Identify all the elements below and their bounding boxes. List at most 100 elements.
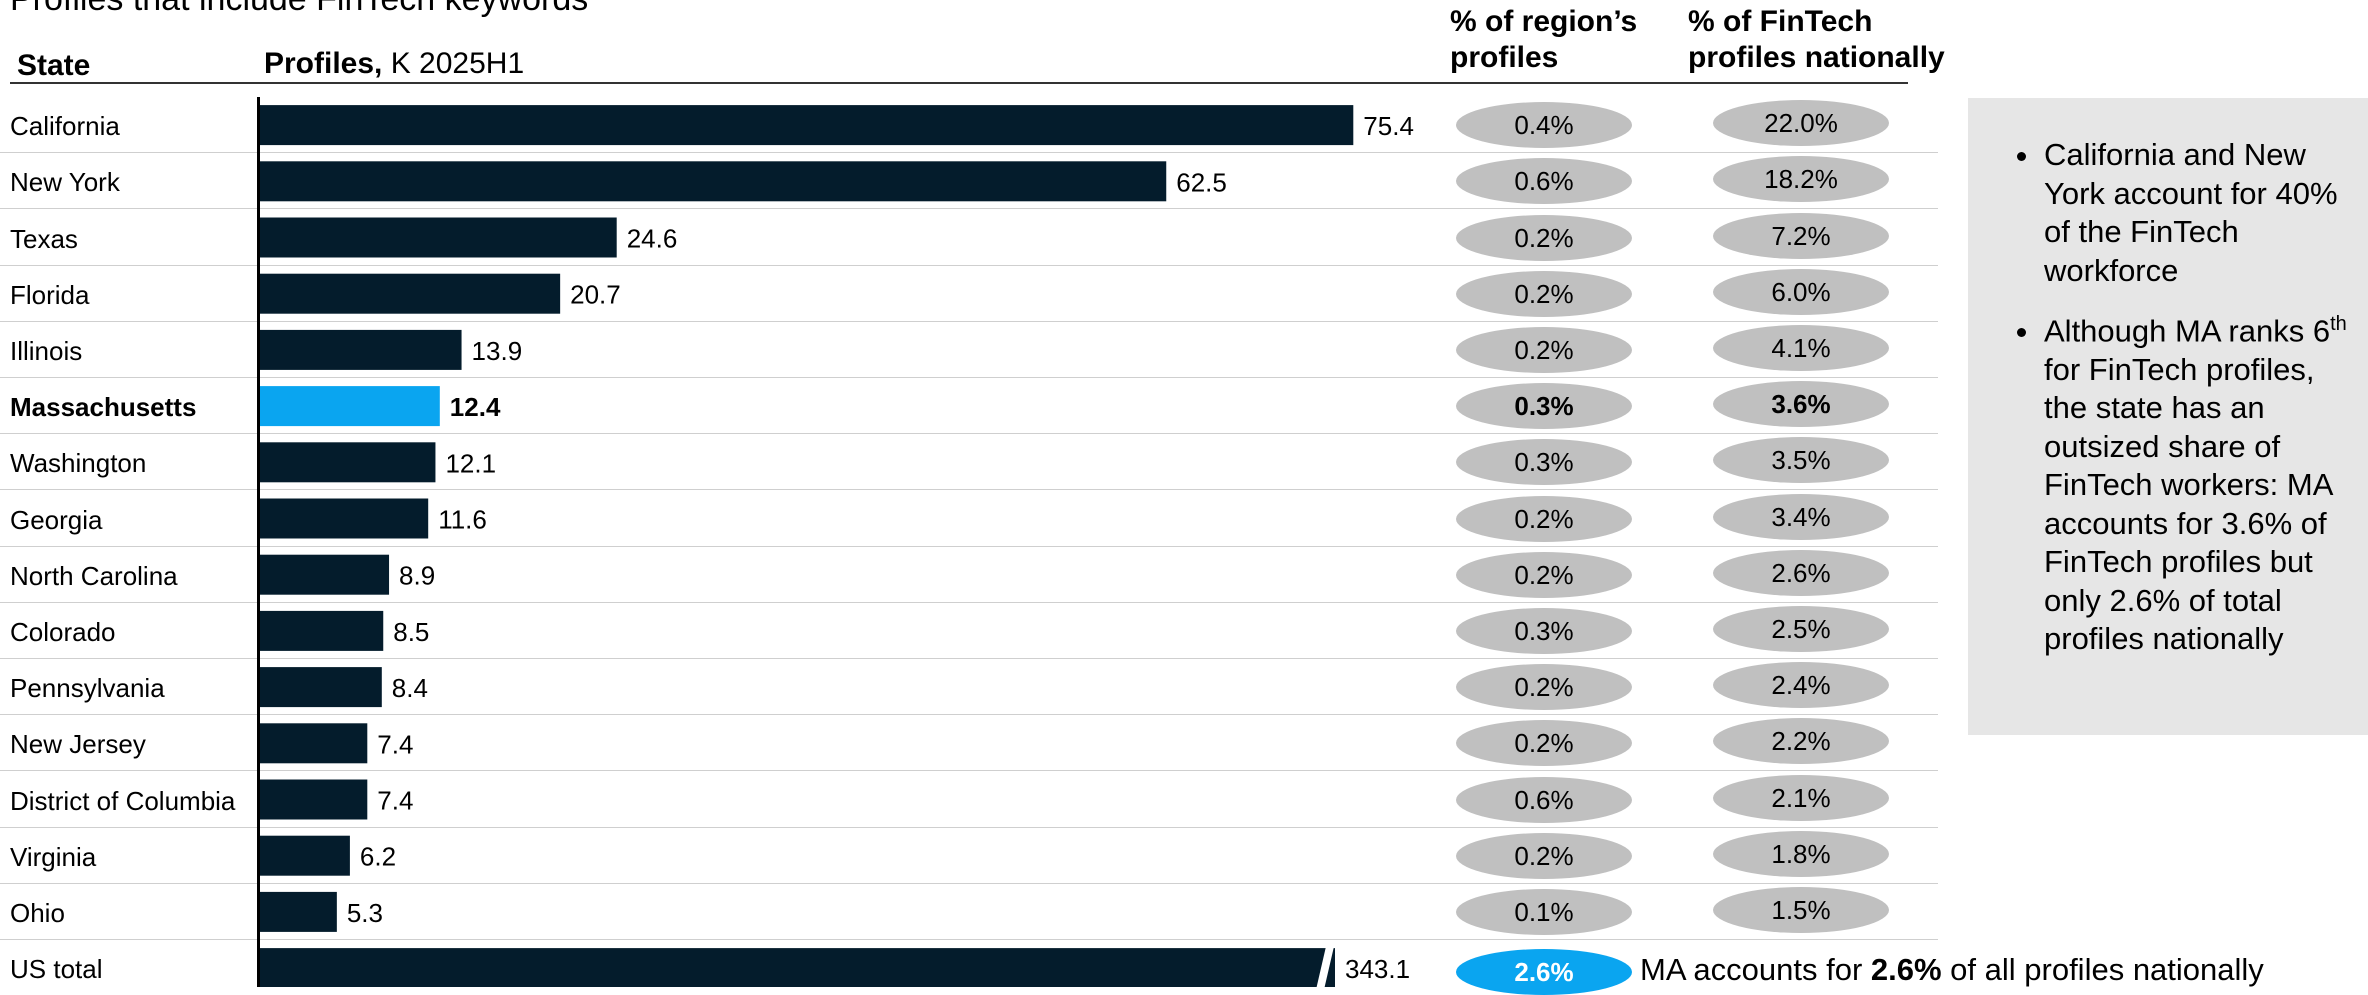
fintech-share-pill: 7.2% xyxy=(1713,212,1889,259)
profiles-header-bold: Profiles, xyxy=(264,47,383,80)
region-share-pill: 0.6% xyxy=(1456,158,1632,205)
bar-value-label: 7.4 xyxy=(377,729,413,759)
region-share-pill: 0.2% xyxy=(1456,214,1632,261)
bar xyxy=(260,891,337,932)
header-rule xyxy=(10,82,1908,84)
bar-value-label: 13.9 xyxy=(472,336,523,366)
region-share-pill: 0.3% xyxy=(1456,439,1632,486)
insight-1-text: California and New York account for 40% … xyxy=(2044,137,2338,288)
row-separator xyxy=(0,601,1938,603)
region-share-pill: 0.4% xyxy=(1456,102,1632,149)
insight-2-text-b: for FinTech profiles, the state has an o… xyxy=(2044,351,2332,657)
profiles-column-header: Profiles, K 2025H1 xyxy=(264,46,524,82)
fintech-share-pill: 2.2% xyxy=(1713,718,1889,765)
category-label: Illinois xyxy=(10,335,83,366)
row-separator xyxy=(0,770,1938,772)
row-separator xyxy=(0,826,1938,828)
key-insights-callout: California and New York account for 40% … xyxy=(1968,98,2368,735)
bar xyxy=(260,498,429,539)
fintech-share-pill: 1.8% xyxy=(1713,830,1889,877)
total-note-suffix: of all profiles nationally xyxy=(1941,952,2264,987)
row-separator xyxy=(0,658,1938,659)
total-note: MA accounts for 2.6% of all profiles nat… xyxy=(1640,952,2264,988)
bar-value-label: 5.3 xyxy=(347,898,383,928)
region-share-pill: 0.3% xyxy=(1456,607,1632,654)
category-label: Pennsylvania xyxy=(10,673,165,704)
fintech-share-header-line1: % of FinTech xyxy=(1688,5,1873,38)
fintech-share-pill: 2.6% xyxy=(1713,549,1889,596)
region-share-pill: 0.2% xyxy=(1456,664,1632,711)
total-note-prefix: MA accounts for xyxy=(1640,952,1871,987)
region-share-pill: 0.2% xyxy=(1456,270,1632,317)
bar-value-label: 8.5 xyxy=(393,617,429,647)
category-label: US total xyxy=(10,954,103,985)
bar xyxy=(260,217,617,258)
category-label: California xyxy=(10,111,120,142)
fintech-share-pill: 3.4% xyxy=(1713,493,1889,540)
bar-value-label: 12.1 xyxy=(445,448,496,478)
profiles-header-unit: K 2025H1 xyxy=(382,47,525,80)
bar-value-label: 343.1 xyxy=(1345,954,1410,984)
category-label: Colorado xyxy=(10,616,116,647)
bar-value-label: 75.4 xyxy=(1363,111,1414,141)
category-label: New York xyxy=(10,167,120,198)
region-share-pill: 0.2% xyxy=(1456,551,1632,598)
category-label: Virginia xyxy=(10,841,97,872)
category-axis-line xyxy=(257,97,260,987)
fintech-share-pill: 3.6% xyxy=(1713,381,1889,428)
fintech-share-pill: 18.2% xyxy=(1713,156,1889,203)
fintech-share-pill: 2.1% xyxy=(1713,774,1889,821)
fintech-share-pill: 3.5% xyxy=(1713,437,1889,484)
category-label: Georgia xyxy=(10,504,103,535)
bar-total xyxy=(260,948,1335,987)
insights-list: California and New York account for 40% … xyxy=(1968,98,2368,659)
row-separator xyxy=(0,208,1938,210)
region-share-pill: 0.2% xyxy=(1456,326,1632,373)
bar xyxy=(260,161,1167,202)
insight-item: Although MA ranks 6th for FinTech profil… xyxy=(2042,305,2348,659)
bar xyxy=(260,386,440,427)
category-label: District of Columbia xyxy=(10,785,236,816)
insight-2-superscript: th xyxy=(2330,313,2347,335)
insight-item: California and New York account for 40% … xyxy=(2042,136,2348,290)
bar xyxy=(260,779,368,820)
fintech-share-header: % of FinTech profiles nationally xyxy=(1688,4,1945,76)
bar xyxy=(260,554,390,595)
row-separator xyxy=(0,433,1938,435)
region-share-header-line1: % of region’s xyxy=(1450,5,1638,38)
bar-value-label: 62.5 xyxy=(1176,167,1227,197)
region-share-pill: 0.2% xyxy=(1456,832,1632,879)
row-separator xyxy=(0,939,1938,940)
category-label: New Jersey xyxy=(10,729,146,760)
chart-title: Profiles that include FinTech keywords xyxy=(10,0,588,16)
category-label: Florida xyxy=(10,279,90,310)
region-share-pill: 0.2% xyxy=(1456,495,1632,542)
bar-value-label: 20.7 xyxy=(570,280,621,310)
bar xyxy=(260,273,561,314)
fintech-share-pill: 6.0% xyxy=(1713,268,1889,315)
row-separator xyxy=(0,882,1938,884)
row-separator xyxy=(0,320,1938,322)
row-separator xyxy=(0,377,1938,378)
bar xyxy=(260,723,368,764)
fintech-share-pill: 1.5% xyxy=(1713,886,1889,933)
fintech-share-pill: 2.4% xyxy=(1713,662,1889,709)
bar xyxy=(260,442,436,483)
bar xyxy=(260,610,384,651)
row-separator xyxy=(0,489,1938,491)
region-share-pill: 0.6% xyxy=(1456,776,1632,823)
category-label: Washington xyxy=(10,448,147,479)
axis-break-mark xyxy=(1316,942,1335,987)
region-share-pill: 0.2% xyxy=(1456,720,1632,767)
bar xyxy=(260,835,350,876)
category-label: North Carolina xyxy=(10,560,178,591)
bar xyxy=(260,329,462,370)
bar-value-label: 11.6 xyxy=(438,505,487,535)
total-note-bold: 2.6% xyxy=(1870,952,1942,987)
bar xyxy=(260,667,382,708)
region-share-header: % of region’s profiles xyxy=(1450,4,1637,76)
fintech-share-pill: 4.1% xyxy=(1713,324,1889,371)
category-label: Texas xyxy=(10,223,78,254)
row-separator xyxy=(0,152,1938,154)
